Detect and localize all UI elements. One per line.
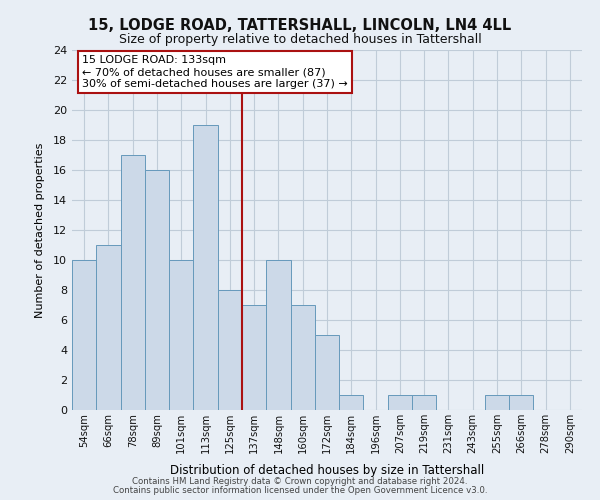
Bar	[315, 335, 339, 410]
Text: 15, LODGE ROAD, TATTERSHALL, LINCOLN, LN4 4LL: 15, LODGE ROAD, TATTERSHALL, LINCOLN, LN…	[88, 18, 512, 32]
Bar	[290, 305, 315, 410]
Bar	[218, 290, 242, 410]
Bar	[145, 170, 169, 410]
Bar	[339, 395, 364, 410]
Text: 15 LODGE ROAD: 133sqm
← 70% of detached houses are smaller (87)
30% of semi-deta: 15 LODGE ROAD: 133sqm ← 70% of detached …	[82, 56, 348, 88]
Bar	[96, 245, 121, 410]
Bar	[72, 260, 96, 410]
Bar	[266, 260, 290, 410]
Bar	[388, 395, 412, 410]
Bar	[412, 395, 436, 410]
Text: Contains public sector information licensed under the Open Government Licence v3: Contains public sector information licen…	[113, 486, 487, 495]
Bar	[169, 260, 193, 410]
Bar	[242, 305, 266, 410]
Bar	[509, 395, 533, 410]
Bar	[121, 155, 145, 410]
Text: Size of property relative to detached houses in Tattershall: Size of property relative to detached ho…	[119, 32, 481, 46]
Bar	[485, 395, 509, 410]
Text: Contains HM Land Registry data © Crown copyright and database right 2024.: Contains HM Land Registry data © Crown c…	[132, 477, 468, 486]
Y-axis label: Number of detached properties: Number of detached properties	[35, 142, 44, 318]
X-axis label: Distribution of detached houses by size in Tattershall: Distribution of detached houses by size …	[170, 464, 484, 477]
Bar	[193, 125, 218, 410]
